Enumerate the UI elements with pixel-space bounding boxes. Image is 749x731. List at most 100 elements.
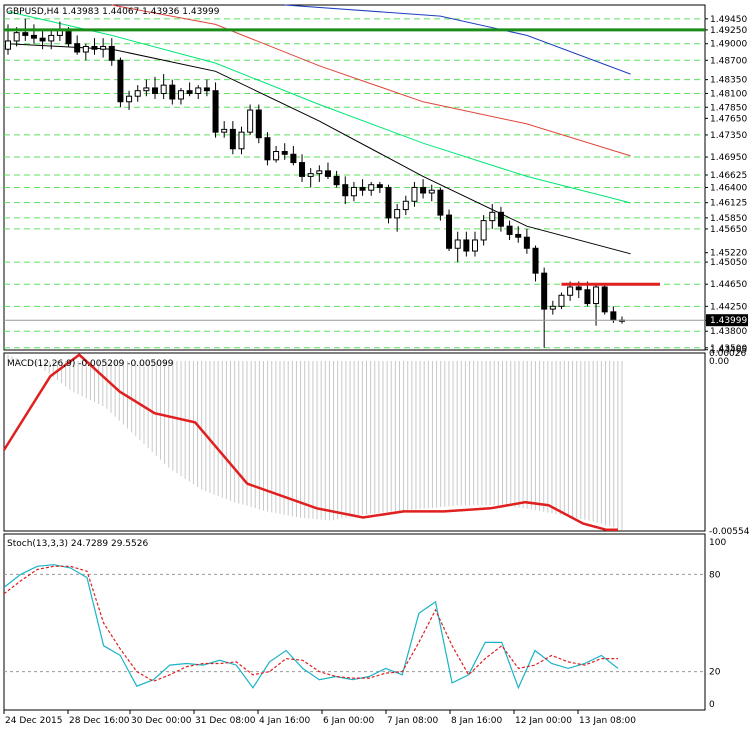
price-tick-label: 1.44650 — [710, 280, 747, 290]
candle-body — [169, 84, 176, 100]
moving-average-line — [111, 4, 631, 157]
macd-panel[interactable]: MACD(12,26,9) -0.005209 -0.005099 — [2, 352, 706, 532]
candle-body — [100, 45, 107, 50]
stoch-tick-label: 20 — [709, 668, 721, 678]
candle-body — [117, 59, 124, 103]
price-tick-label: 1.47850 — [710, 103, 747, 113]
price-panel[interactable]: GBPUSD,H4 1.43983 1.44067 1.43936 1.4399… — [3, 4, 706, 351]
candle-body — [65, 29, 72, 45]
candle-body — [454, 239, 461, 249]
price-tick-label: 1.45650 — [710, 225, 747, 235]
price-tick-label: 1.46625 — [710, 171, 747, 181]
price-tick-label: 1.45850 — [710, 214, 747, 224]
candle-body — [273, 151, 280, 161]
candle-body — [333, 175, 340, 186]
candle-body — [160, 84, 167, 94]
candle-body — [549, 305, 556, 310]
candle-body — [13, 32, 20, 42]
candle-body — [126, 95, 133, 103]
time-tick-label: 12 Jan 00:00 — [515, 716, 572, 726]
candle-body — [446, 214, 453, 249]
candle-body — [255, 109, 262, 139]
candle-body — [497, 211, 504, 227]
candle-body — [471, 239, 478, 252]
symbol-header: GBPUSD,H4 1.43983 1.44067 1.43936 1.4399… — [6, 7, 220, 17]
candle-body — [316, 170, 323, 175]
candle-body — [91, 45, 98, 50]
candle-body — [299, 162, 306, 177]
price-tick-label: 1.48700 — [710, 56, 747, 66]
time-tick-label: 6 Jan 00:00 — [323, 716, 375, 726]
candle-body — [523, 236, 530, 249]
candle-body — [515, 233, 522, 238]
candle-body — [593, 286, 600, 305]
price-tick-label: 1.48100 — [710, 89, 747, 99]
macd-tick-label: 0.00026 — [709, 349, 746, 359]
moving-average-line — [284, 4, 631, 75]
candle-body — [411, 186, 418, 202]
price-tick-label: 1.47650 — [710, 114, 747, 124]
stoch-levels — [4, 573, 705, 673]
candle-body — [506, 225, 513, 235]
price-tick-label: 1.46400 — [710, 183, 747, 193]
candle-body — [264, 137, 271, 161]
time-tick-label: 24 Dec 2015 — [5, 716, 63, 726]
candle-body — [541, 272, 548, 310]
candle-body — [152, 87, 159, 94]
price-tick-label: 1.46125 — [710, 199, 747, 209]
price-tick-label: 1.44250 — [710, 302, 747, 312]
candle-body — [385, 186, 392, 219]
stoch-tick-label: 80 — [709, 570, 721, 580]
candle-body — [82, 45, 89, 53]
candle-body — [5, 40, 11, 50]
candle-body — [177, 90, 184, 100]
price-tick-label: 1.43800 — [710, 327, 747, 337]
stoch-header: Stoch(13,3,3) 24.7289 29.5526 — [7, 539, 148, 549]
candle-body — [480, 220, 487, 241]
time-tick-label: 7 Jan 08:00 — [387, 716, 439, 726]
candle-body — [22, 32, 29, 36]
candle-body — [350, 186, 357, 197]
candle-body — [290, 153, 297, 164]
macd-signal-line — [2, 353, 618, 532]
candle-body — [437, 189, 444, 216]
price-tick-label: 1.45220 — [710, 249, 747, 259]
candle-body — [402, 200, 409, 211]
candle-body — [195, 87, 202, 94]
candle-body — [342, 184, 349, 197]
candle-body — [30, 34, 37, 39]
stoch-line — [3, 565, 618, 682]
candle-body — [368, 184, 375, 191]
time-tick-label: 30 Dec 00:00 — [131, 716, 192, 726]
horizontal-lines[interactable] — [4, 28, 705, 321]
candle-body — [420, 186, 427, 194]
price-tick-label: 1.49250 — [710, 26, 747, 36]
price-tick-label: 1.43465 — [710, 346, 747, 356]
macd-signal-line — [2, 353, 618, 532]
candle-body — [575, 286, 582, 291]
price-tick-label: 1.49450 — [710, 15, 747, 25]
candle-body — [610, 311, 617, 321]
stoch-tick-label: 0 — [709, 700, 715, 710]
price-tick-label: 1.45050 — [710, 258, 747, 268]
candle-body — [428, 189, 435, 194]
candle-body — [143, 87, 150, 92]
stoch-panel[interactable]: Stoch(13,3,3) 24.7289 29.5526 — [3, 533, 706, 711]
candle-body — [212, 90, 219, 133]
candle-body — [238, 131, 245, 150]
candle-body — [247, 109, 254, 133]
candle-body — [489, 211, 496, 222]
price-tick-label: 1.49000 — [710, 40, 747, 50]
candle-body — [567, 286, 574, 296]
current-price-label: 1.43999 — [710, 316, 747, 326]
moving-average-line — [7, 11, 631, 204]
stoch-axis: 100 80 20 0 — [709, 538, 726, 710]
price-tick-label: 1.47350 — [710, 131, 747, 141]
candle-body — [584, 289, 591, 305]
candle-body — [324, 170, 331, 177]
current-price-marker — [706, 314, 748, 327]
candle-body — [108, 45, 115, 61]
candle-body — [359, 186, 366, 191]
